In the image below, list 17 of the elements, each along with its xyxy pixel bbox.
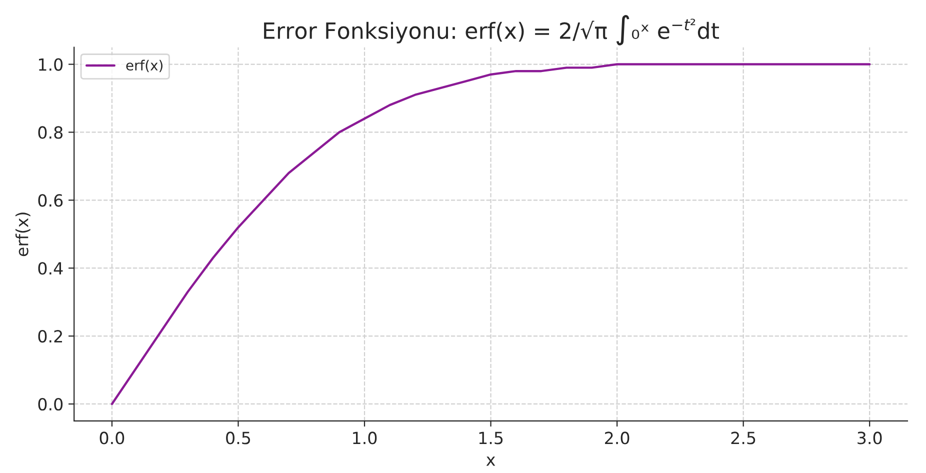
y-tick-label: 1.0 (38, 58, 63, 71)
x-tick-label: 0.5 (226, 432, 250, 444)
legend-label: erf(x) (126, 60, 162, 72)
y-tick-label: 0.2 (38, 330, 62, 343)
chart-title: Error Fonksiyonu: erf(x) = 2/√π ∫₀ˣ e$^{−t²}$dt (264, 14, 719, 46)
y-tick-label: 0.8 (38, 126, 63, 139)
x-tick-label: 1.0 (353, 432, 377, 444)
y-tick-label: 0.0 (38, 398, 63, 411)
y-axis-title: erf(x) (15, 212, 30, 256)
y-tick-label: 0.4 (38, 262, 63, 275)
x-tick-label: 2.5 (731, 432, 756, 444)
x-axis-title: x (486, 456, 496, 466)
x-tick-label: 2.0 (605, 432, 630, 444)
x-tick-label: 1.5 (479, 432, 503, 444)
x-tick-label: 0.0 (100, 432, 124, 444)
y-tick-label: 0.6 (38, 194, 63, 207)
x-tick-label: 3.0 (858, 432, 882, 444)
